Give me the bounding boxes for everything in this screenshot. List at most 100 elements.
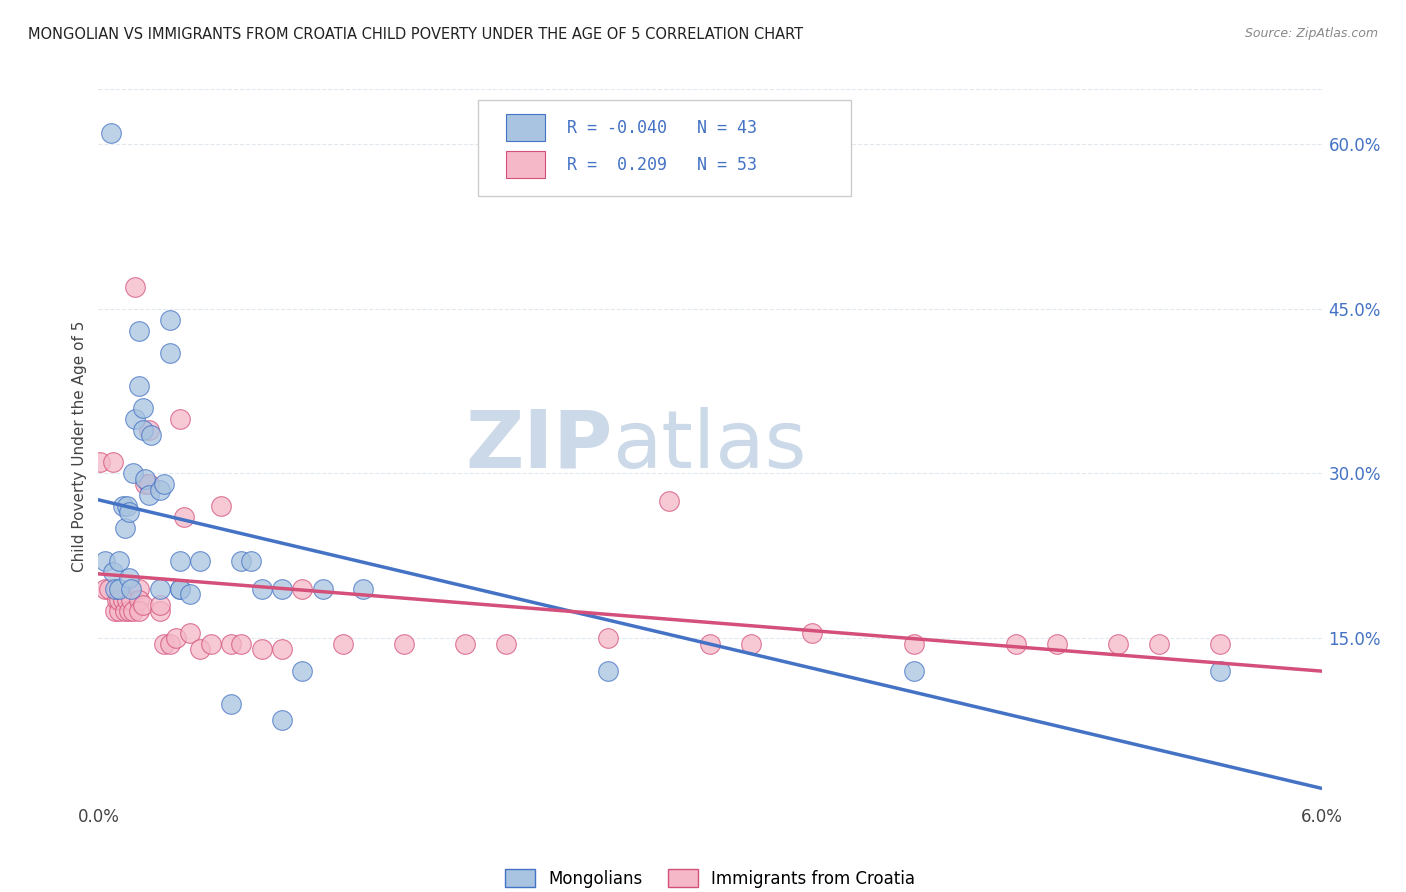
Point — [93, 582, 115, 596]
Point — [801, 625, 824, 640]
Point — [111, 500, 134, 514]
Point — [699, 637, 721, 651]
Point — [240, 554, 263, 568]
Point — [159, 312, 181, 326]
FancyBboxPatch shape — [506, 114, 546, 141]
Point — [311, 582, 335, 596]
Point — [108, 554, 131, 568]
Point — [392, 637, 416, 651]
Point — [134, 477, 156, 491]
Point — [159, 637, 181, 651]
Text: R = -0.040   N = 43: R = -0.040 N = 43 — [567, 119, 756, 136]
Point — [270, 642, 292, 657]
Point — [159, 345, 181, 359]
Point — [250, 582, 273, 596]
Point — [332, 637, 354, 651]
Point — [188, 642, 212, 657]
Point — [188, 554, 212, 568]
Point — [165, 631, 187, 645]
Point — [134, 472, 156, 486]
Point — [1208, 637, 1232, 651]
Point — [219, 637, 242, 651]
Point — [1208, 664, 1232, 678]
Point — [200, 637, 222, 651]
Point — [598, 664, 620, 678]
Point — [101, 455, 124, 469]
Text: MONGOLIAN VS IMMIGRANTS FROM CROATIA CHILD POVERTY UNDER THE AGE OF 5 CORRELATIO: MONGOLIAN VS IMMIGRANTS FROM CROATIA CHI… — [28, 27, 803, 42]
FancyBboxPatch shape — [506, 152, 546, 178]
Point — [169, 554, 191, 568]
Point — [108, 582, 131, 596]
Point — [169, 582, 191, 596]
Point — [291, 582, 314, 596]
Point — [120, 592, 142, 607]
Point — [122, 604, 145, 618]
Point — [97, 582, 120, 596]
Point — [93, 554, 115, 568]
Point — [132, 598, 155, 612]
Point — [138, 477, 160, 491]
Point — [118, 571, 141, 585]
Text: atlas: atlas — [612, 407, 807, 485]
Y-axis label: Child Poverty Under the Age of 5: Child Poverty Under the Age of 5 — [72, 320, 87, 572]
Point — [89, 455, 111, 469]
Point — [111, 592, 134, 607]
Point — [270, 582, 292, 596]
Point — [1147, 637, 1170, 651]
Point — [138, 488, 160, 502]
Point — [291, 664, 314, 678]
FancyBboxPatch shape — [478, 100, 851, 196]
Point — [173, 510, 195, 524]
Point — [209, 500, 232, 514]
Point — [100, 126, 122, 140]
Point — [101, 566, 124, 580]
Text: R =  0.209   N = 53: R = 0.209 N = 53 — [567, 156, 756, 174]
Point — [169, 582, 191, 596]
Point — [128, 378, 150, 392]
Point — [149, 483, 172, 497]
Point — [124, 280, 146, 294]
Point — [104, 582, 127, 596]
Legend: Mongolians, Immigrants from Croatia: Mongolians, Immigrants from Croatia — [496, 861, 924, 892]
Text: Source: ZipAtlas.com: Source: ZipAtlas.com — [1244, 27, 1378, 40]
Point — [495, 637, 517, 651]
Point — [128, 582, 150, 596]
Point — [169, 411, 191, 425]
Point — [108, 604, 131, 618]
Point — [149, 598, 172, 612]
Point — [903, 637, 925, 651]
Point — [231, 554, 253, 568]
Point — [179, 625, 201, 640]
Point — [104, 604, 127, 618]
Point — [138, 423, 160, 437]
Point — [114, 604, 136, 618]
Point — [1107, 637, 1129, 651]
Point — [454, 637, 477, 651]
Point — [149, 604, 172, 618]
Point — [141, 428, 163, 442]
Point — [108, 592, 131, 607]
Point — [124, 411, 146, 425]
Point — [115, 500, 138, 514]
Point — [598, 631, 620, 645]
Point — [250, 642, 273, 657]
Point — [352, 582, 374, 596]
Point — [903, 664, 925, 678]
Point — [740, 637, 762, 651]
Point — [128, 592, 150, 607]
Point — [1045, 637, 1069, 651]
Point — [128, 324, 150, 338]
Point — [152, 477, 174, 491]
Point — [122, 467, 145, 481]
Point — [115, 592, 138, 607]
Point — [179, 587, 201, 601]
Point — [219, 697, 242, 711]
Point — [152, 637, 174, 651]
Point — [149, 582, 172, 596]
Point — [1004, 637, 1026, 651]
Text: ZIP: ZIP — [465, 407, 612, 485]
Point — [270, 714, 292, 728]
Point — [658, 494, 681, 508]
Point — [118, 505, 141, 519]
Point — [120, 582, 142, 596]
